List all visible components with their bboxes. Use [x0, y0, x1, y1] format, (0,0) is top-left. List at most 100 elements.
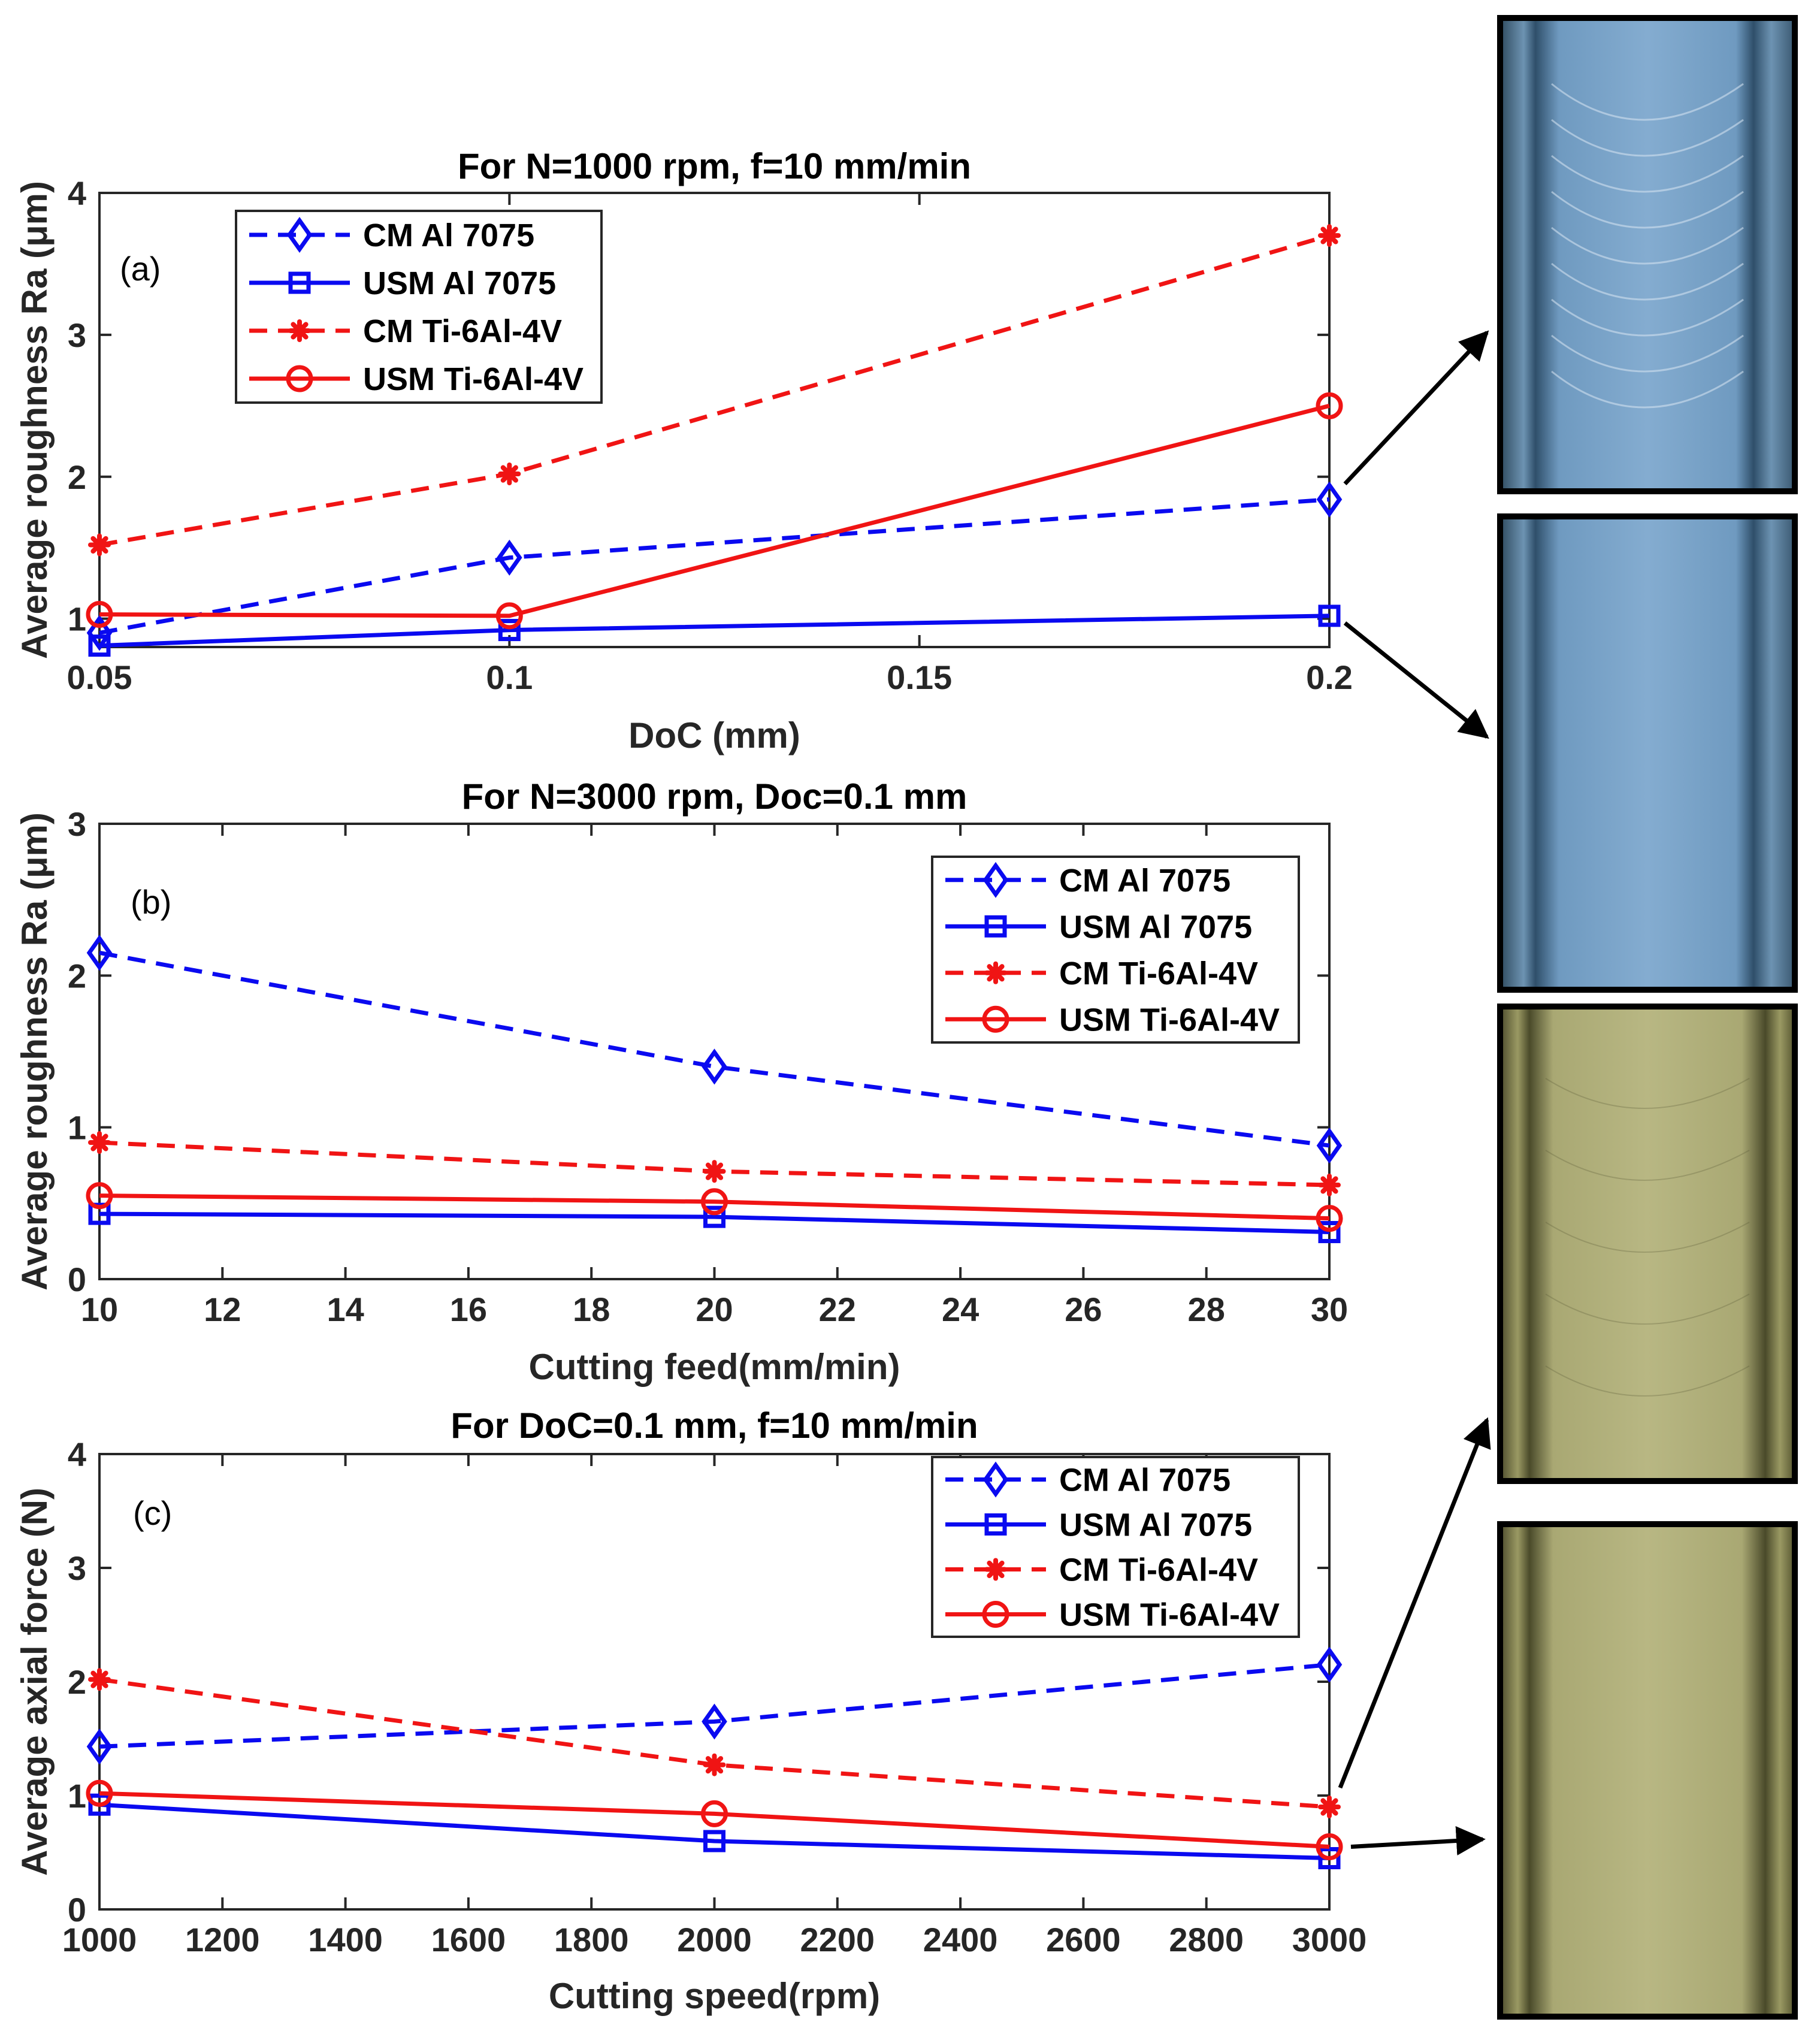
y-tick-label: 0	[68, 1891, 86, 1929]
panel-label: (b)	[131, 883, 171, 921]
legend-label: CM Ti-6Al-4V	[1059, 956, 1258, 992]
series-cm_ti	[88, 1131, 1341, 1196]
arrow-to-m4	[1350, 1826, 1486, 1855]
legend-marker	[982, 1601, 1009, 1628]
series-cm_ti	[88, 1668, 1341, 1818]
panel-c-chart: 1000 1200 1400 1600 1800 2000 2200 2400 2600 2800…	[14, 1406, 1366, 2016]
data-point	[702, 1703, 727, 1740]
legend-label: USM Al 7075	[1059, 909, 1252, 945]
legend-item-cm_ti: CM Ti-6Al-4V	[945, 956, 1258, 992]
series-usm_al	[88, 1202, 1341, 1243]
legend-marker	[982, 862, 1009, 898]
data-point	[1318, 224, 1341, 247]
y-tick-label: 1	[68, 1109, 86, 1147]
series-line	[99, 1193, 1330, 1221]
data-point	[498, 463, 521, 486]
data-point	[1316, 1205, 1343, 1232]
data-point	[88, 634, 111, 657]
data-point	[86, 1728, 113, 1765]
legend-label: USM Ti-6Al-4V	[1059, 1002, 1280, 1038]
legend-item-cm_ti: CM Ti-6Al-4V	[945, 1552, 1258, 1588]
series-cm_ti	[88, 224, 1341, 557]
series-cm_al	[86, 481, 1343, 651]
data-point	[1318, 1220, 1341, 1243]
legend-item-usm_al: USM Al 7075	[945, 1507, 1252, 1543]
x-tick-label: 22	[819, 1290, 856, 1328]
x-tick-label: 20	[696, 1290, 733, 1328]
legend-marker	[288, 319, 311, 342]
legend-marker	[286, 365, 313, 392]
data-point	[88, 1131, 111, 1154]
legend-marker	[982, 1005, 1009, 1033]
x-tick-label: 14	[326, 1290, 364, 1328]
data-point	[1316, 1833, 1343, 1860]
data-point	[86, 601, 113, 628]
series-usm_ti	[86, 392, 1343, 630]
panel-a-chart: 0.05 0.1 0.15 0.2 1 2 3 4 For N=1000 rpm, f=10 m…	[14, 146, 1353, 755]
x-tick-label: 2000	[677, 1921, 752, 1959]
x-tick-label: 30	[1311, 1290, 1348, 1328]
legend-item-usm_al: USM Al 7075	[945, 909, 1252, 945]
series-usm_ti	[86, 1182, 1343, 1232]
data-point	[495, 602, 523, 630]
legend-label: USM Ti-6Al-4V	[363, 361, 584, 397]
x-tick-label: 28	[1188, 1290, 1225, 1328]
legend-item-cm_ti: CM Ti-6Al-4V	[249, 313, 562, 349]
x-tick-label: 12	[204, 1290, 241, 1328]
chart-title: For DoC=0.1 mm, f=10 mm/min	[451, 1406, 978, 1446]
x-tick-label: 24	[942, 1290, 979, 1328]
legend: CM Al 7075 USM Al 7075 CM Ti-6Al-4V USM Ti-…	[931, 856, 1300, 1044]
x-axis-label: DoC (mm)	[628, 715, 800, 755]
micrograph-2	[1497, 513, 1798, 993]
x-tick-label: 10	[81, 1290, 118, 1328]
x-tick-label: 18	[573, 1290, 610, 1328]
data-point	[88, 1793, 111, 1816]
y-tick-label: 2	[68, 957, 86, 995]
series-line	[99, 1663, 1330, 1749]
x-tick-label: 1200	[185, 1921, 260, 1959]
legend-item-cm_al: CM Al 7075	[249, 216, 534, 253]
legend-marker	[984, 915, 1007, 938]
series-line	[99, 1802, 1330, 1860]
x-tick-label: 0.15	[887, 658, 952, 696]
arrow-to-m2	[1343, 621, 1489, 739]
y-tick-label: 2	[68, 1663, 86, 1701]
y-tick-label: 1	[68, 600, 86, 638]
x-tick-label: 0.1	[486, 658, 533, 696]
data-point	[703, 1830, 725, 1852]
series-usm_al	[88, 605, 1341, 657]
y-axis-label: Average roughness Ra (μm)	[14, 181, 55, 659]
arrow-to-m3	[1338, 1417, 1491, 1789]
data-point	[1318, 1847, 1341, 1869]
series-cm_al	[86, 935, 1343, 1164]
legend-marker	[984, 1513, 1007, 1536]
data-point	[1316, 481, 1343, 518]
x-axis-label: Cutting speed(rpm)	[549, 1976, 880, 2016]
micrograph-1	[1497, 15, 1798, 494]
series-line	[99, 613, 1330, 648]
data-point	[1318, 605, 1341, 627]
panel-label: (a)	[120, 250, 161, 288]
legend-marker	[286, 216, 313, 253]
data-point	[1316, 1128, 1343, 1164]
panel-label: (c)	[133, 1494, 172, 1532]
data-point	[701, 1188, 728, 1216]
legend-label: USM Ti-6Al-4V	[1059, 1597, 1280, 1633]
y-tick-label: 3	[68, 316, 86, 354]
x-tick-label: 1600	[431, 1921, 506, 1959]
series-usm_ti	[86, 1779, 1343, 1860]
legend-item-usm_al: USM Al 7075	[249, 265, 556, 301]
feed-marks	[1545, 1078, 1750, 1397]
data-point	[1316, 392, 1343, 419]
legend-label: CM Ti-6Al-4V	[1059, 1552, 1258, 1588]
arrows	[1338, 330, 1491, 1855]
arrow-to-m1	[1343, 330, 1489, 486]
data-point	[701, 1800, 728, 1827]
x-tick-label: 16	[450, 1290, 487, 1328]
x-tick-label: 0.05	[67, 658, 132, 696]
legend-item-cm_al: CM Al 7075	[945, 862, 1231, 899]
data-point	[497, 539, 522, 576]
data-point	[703, 1160, 726, 1183]
micrograph-4	[1497, 1521, 1798, 2020]
